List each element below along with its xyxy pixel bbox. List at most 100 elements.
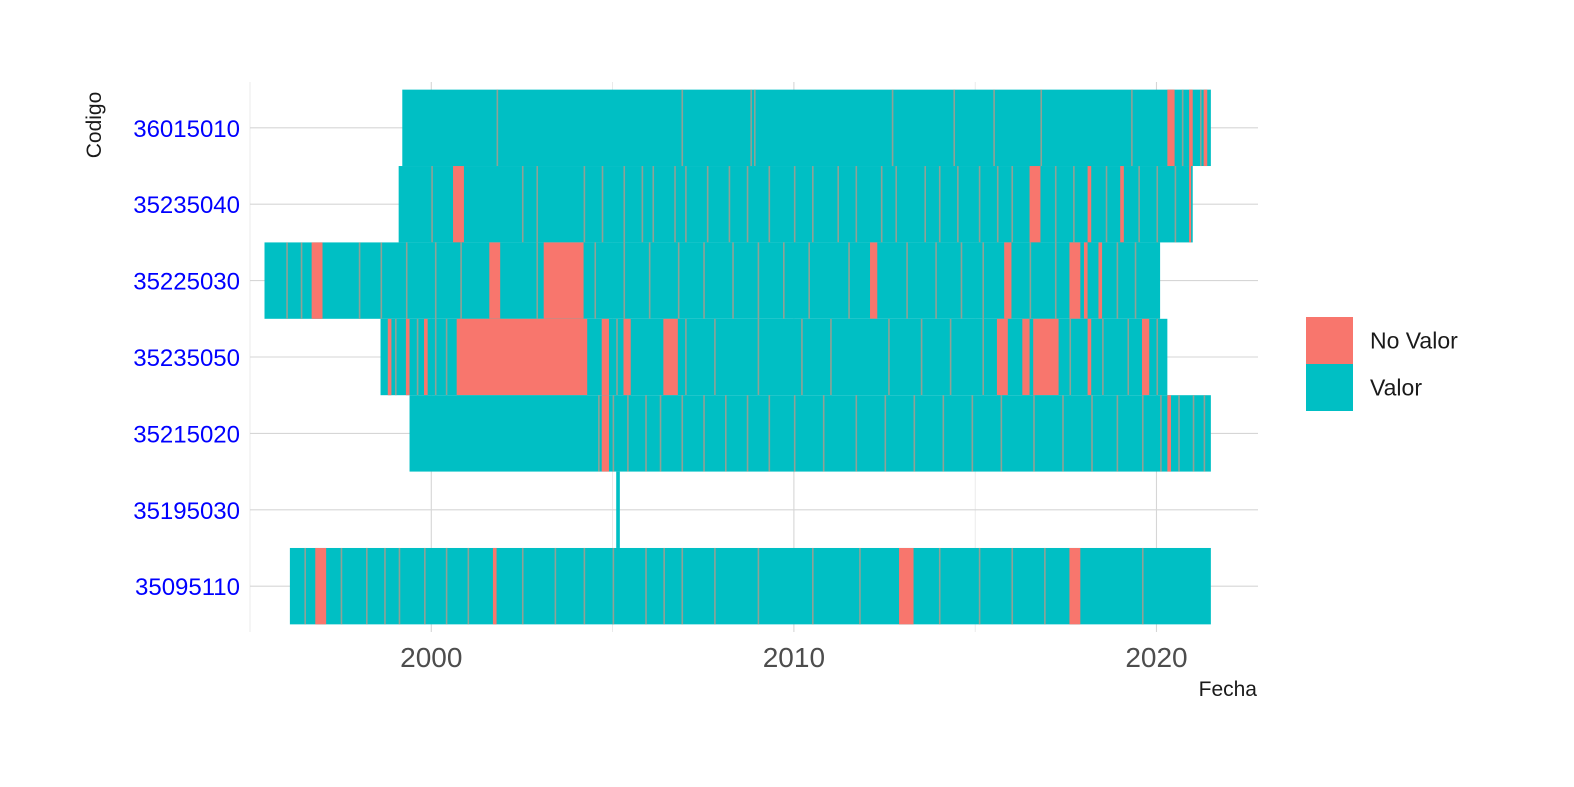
missing-day-mark xyxy=(1131,89,1133,167)
missing-day-mark xyxy=(913,395,916,472)
missing-day-mark xyxy=(757,242,760,319)
missing-day-mark xyxy=(681,547,684,625)
missing-day-mark xyxy=(1141,395,1144,472)
legend-item: Valor xyxy=(1306,364,1422,411)
missing-day-mark xyxy=(880,166,883,243)
no-valor-segment xyxy=(1033,318,1059,396)
missing-day-mark xyxy=(754,89,756,167)
no-valor-segment xyxy=(405,318,410,396)
no-valor-segment xyxy=(601,395,609,472)
missing-day-mark xyxy=(536,166,539,243)
missing-day-mark xyxy=(583,547,586,625)
missing-day-mark xyxy=(1040,89,1043,167)
missing-day-mark xyxy=(616,318,618,396)
missing-day-mark xyxy=(304,547,306,625)
missing-day-mark xyxy=(460,242,462,319)
missing-day-mark xyxy=(685,318,687,396)
missing-day-mark xyxy=(398,547,401,625)
y-tick-label: 36015010 xyxy=(133,116,240,143)
no-valor-segment xyxy=(1087,166,1092,243)
station-band-36015010 xyxy=(402,89,1211,167)
no-valor-segment xyxy=(1004,242,1012,319)
no-valor-segment xyxy=(387,318,392,396)
missing-day-mark xyxy=(812,547,814,625)
missing-day-mark xyxy=(445,547,448,625)
missing-day-mark xyxy=(1199,89,1202,167)
missing-day-mark xyxy=(1116,395,1119,472)
missing-day-mark xyxy=(993,89,995,167)
missing-day-mark xyxy=(848,242,850,319)
missing-day-mark xyxy=(627,395,629,472)
no-valor-segment xyxy=(456,318,588,396)
no-valor-segment xyxy=(601,318,609,396)
missing-day-mark xyxy=(953,89,956,167)
missing-day-mark xyxy=(746,166,749,243)
missing-day-mark xyxy=(434,318,437,396)
no-valor-segment xyxy=(870,242,878,319)
no-valor-segment xyxy=(1069,242,1081,319)
legend: No Valor Valor xyxy=(1306,317,1458,411)
no-valor-segment xyxy=(1022,318,1030,396)
missing-day-mark xyxy=(1141,547,1144,625)
missing-day-mark xyxy=(1102,318,1104,396)
valor-segment xyxy=(402,89,1211,167)
missing-day-mark xyxy=(431,166,433,243)
missing-day-mark xyxy=(1091,395,1093,472)
missing-day-mark xyxy=(434,242,437,319)
missing-day-mark xyxy=(1156,318,1159,396)
missing-day-mark xyxy=(1054,242,1057,319)
missing-day-mark xyxy=(783,242,785,319)
valor-segment xyxy=(409,395,1211,472)
no-valor-segment xyxy=(489,242,501,319)
missing-day-mark xyxy=(1156,166,1159,243)
station-band-35095110 xyxy=(289,547,1211,625)
missing-day-mark xyxy=(594,242,597,319)
missing-day-mark xyxy=(612,395,615,472)
missing-day-mark xyxy=(920,318,923,396)
no-valor-segment xyxy=(1029,166,1041,243)
legend-label: No Valor xyxy=(1370,328,1458,354)
missing-day-mark xyxy=(746,395,749,472)
y-axis-title: Codigo xyxy=(83,92,106,159)
station-band-35195030 xyxy=(616,471,620,548)
no-valor-segment xyxy=(663,318,678,396)
missing-day-mark xyxy=(942,395,945,472)
missing-day-mark xyxy=(793,166,796,243)
missing-day-mark xyxy=(724,395,727,472)
missing-day-mark xyxy=(681,89,684,167)
missing-day-mark xyxy=(1054,166,1057,243)
legend-label: Valor xyxy=(1370,375,1422,401)
missing-day-mark xyxy=(445,318,448,396)
missing-day-mark xyxy=(663,547,665,625)
missing-day-mark xyxy=(641,166,644,243)
missing-day-mark xyxy=(793,395,796,472)
missing-day-mark xyxy=(971,395,974,472)
x-tick-label: 2020 xyxy=(1125,642,1187,673)
missing-day-mark xyxy=(366,547,368,625)
y-tick-label: 35195030 xyxy=(133,498,240,525)
y-tick-label: 35225030 xyxy=(133,269,240,296)
missing-day-mark xyxy=(521,166,524,243)
missing-day-mark xyxy=(978,166,981,243)
missing-day-mark xyxy=(884,395,887,472)
legend-swatch xyxy=(1306,317,1353,364)
missing-day-mark xyxy=(924,166,927,243)
missing-day-mark xyxy=(938,547,941,625)
missing-day-mark xyxy=(812,166,814,243)
missing-day-mark xyxy=(938,166,941,243)
missing-day-mark xyxy=(554,547,557,625)
missing-day-mark xyxy=(340,547,343,625)
legend-swatch xyxy=(1306,364,1353,411)
missing-day-mark xyxy=(521,547,524,625)
station-band-35235040 xyxy=(398,166,1193,243)
no-valor-segment xyxy=(623,318,631,396)
missing-day-mark xyxy=(681,395,684,472)
missing-day-mark xyxy=(424,547,426,625)
missing-day-mark xyxy=(935,242,937,319)
x-axis-title: Fecha xyxy=(1199,678,1258,701)
no-valor-segment xyxy=(1120,166,1124,243)
missing-day-mark xyxy=(623,166,626,243)
missing-day-mark xyxy=(757,547,760,625)
missing-day-mark xyxy=(659,395,662,472)
missing-day-mark xyxy=(957,166,959,243)
